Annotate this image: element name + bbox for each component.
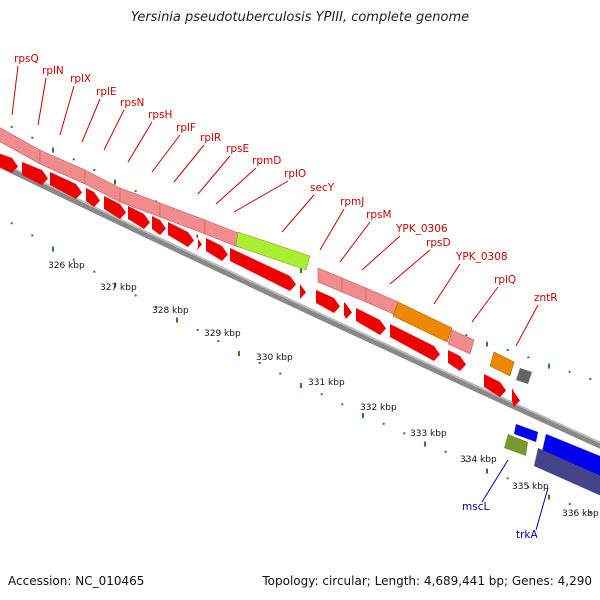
gene-label-rpsm[interactable]: rpsM xyxy=(366,209,392,221)
gene-label-rpsn[interactable]: rpsN xyxy=(120,97,144,109)
gene-label-zntr[interactable]: zntR xyxy=(534,292,558,304)
gene-label-rplr[interactable]: rplR xyxy=(200,132,221,144)
extra-gene-features xyxy=(504,424,600,496)
kbp-tick-label: 328 kbp xyxy=(152,306,189,316)
kbp-scale: 326 kbp 327 kbp 328 kbp 329 kbp 330 kbp 331 k… xyxy=(48,261,599,519)
kbp-tick-label: 332 kbp xyxy=(360,403,397,413)
gene-label-rpmd[interactable]: rpmD xyxy=(252,155,281,167)
gene-label-ypk_0308[interactable]: YPK_0308 xyxy=(455,251,508,263)
gene-label-rplo[interactable]: rplO xyxy=(284,168,306,180)
kbp-tick-label: 331 kbp xyxy=(308,378,345,388)
gene-label-rplq[interactable]: rplQ xyxy=(494,274,516,286)
gene-label-rpmj[interactable]: rpmJ xyxy=(340,196,364,208)
accession-label: Accession: NC_010465 xyxy=(8,574,145,588)
kbp-tick-label: 329 kbp xyxy=(204,329,241,339)
rna-gene-track xyxy=(0,127,532,384)
kbp-tick-label: 327 kbp xyxy=(100,283,137,293)
cds-gene-track xyxy=(0,153,520,407)
gene-label-rpse[interactable]: rpsE xyxy=(226,143,249,155)
kbp-tick-label: 326 kbp xyxy=(48,261,85,271)
gene-label-rplx[interactable]: rplX xyxy=(70,73,91,85)
gene-label-trka[interactable]: trkA xyxy=(516,529,539,541)
kbp-tick-label: 336 kbp xyxy=(562,509,599,519)
gene-label-ypk_0306[interactable]: YPK_0306 xyxy=(395,223,448,235)
gene-label-rpln[interactable]: rplN xyxy=(42,65,64,77)
kbp-tick-label: 330 kbp xyxy=(256,353,293,363)
gene-label-secy[interactable]: secY xyxy=(310,182,335,194)
topology-label: Topology: circular; Length: 4,689,441 bp… xyxy=(262,574,592,588)
label-leader-lines xyxy=(11,65,549,531)
kbp-tick-label: 334 kbp xyxy=(460,455,497,465)
scale-dotted-guides xyxy=(10,125,592,514)
kbp-tick-label: 333 kbp xyxy=(410,429,447,439)
gene-label-rplf[interactable]: rplF xyxy=(176,122,196,134)
gene-label-rpsd[interactable]: rpsD xyxy=(426,237,451,249)
map-title: Yersinia pseudotuberculosis YPIII, compl… xyxy=(130,10,470,25)
gene-label-rple[interactable]: rplE xyxy=(96,86,117,98)
kbp-tick-label: 335 kbp xyxy=(512,482,549,492)
gene-label-mscl[interactable]: mscL xyxy=(462,501,489,513)
gene-label-rpsh[interactable]: rpsH xyxy=(148,109,172,121)
gene-label-rpsq[interactable]: rpsQ xyxy=(14,53,39,65)
